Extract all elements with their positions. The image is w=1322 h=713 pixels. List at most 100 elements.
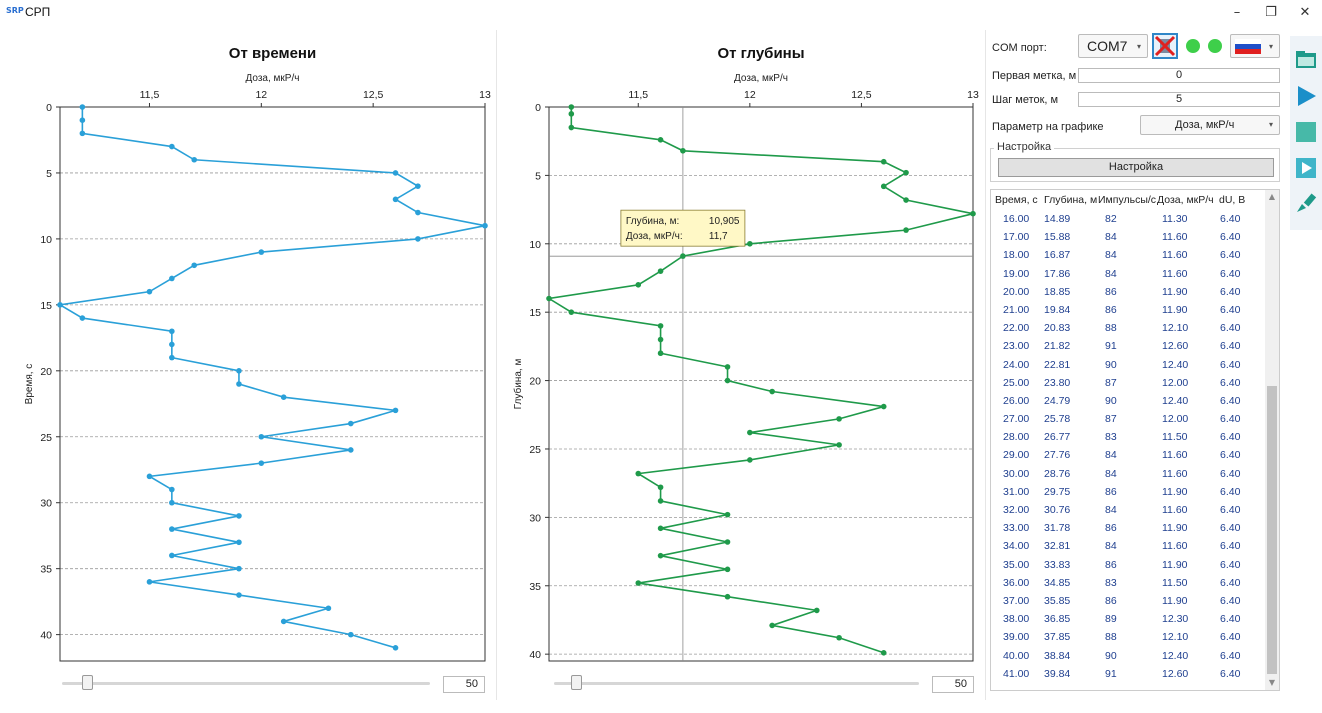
data-point[interactable] [57,302,63,308]
depth-slider-thumb[interactable] [571,675,582,690]
table-row[interactable]: 41.00 39.84 91 12.60 6.40 [991,665,1266,683]
data-point[interactable] [169,526,175,532]
config-button[interactable]: Настройка [998,158,1274,177]
data-point[interactable] [392,170,399,176]
data-point[interactable] [769,388,775,395]
data-point[interactable] [236,381,242,387]
close-button[interactable]: ✕ [1299,5,1311,20]
header-depth[interactable]: Глубина, м [1044,194,1098,206]
table-row[interactable]: 20.00 18.85 86 11.90 6.40 [991,283,1266,301]
data-point[interactable] [79,130,86,137]
data-point[interactable] [280,618,287,625]
data-point[interactable] [635,282,642,288]
table-row[interactable]: 33.00 31.78 86 11.90 6.40 [991,519,1266,537]
data-point[interactable] [415,236,421,242]
time-slider-thumb[interactable] [82,675,93,690]
depth-slider-track[interactable] [554,682,919,685]
data-point[interactable] [146,288,153,295]
data-point[interactable] [657,323,664,329]
table-row[interactable]: 27.00 25.78 87 12.00 6.40 [991,410,1266,428]
header-pulses[interactable]: Импульсы/с [1098,194,1157,206]
data-point[interactable] [657,137,664,143]
data-point[interactable] [813,607,820,614]
data-point[interactable] [169,499,175,506]
table-row[interactable]: 36.00 34.85 83 11.50 6.40 [991,574,1266,592]
data-point[interactable] [482,222,488,229]
data-point[interactable] [970,210,976,217]
table-row[interactable]: 30.00 28.76 84 11.60 6.40 [991,465,1266,483]
table-row[interactable]: 38.00 36.85 89 12.30 6.40 [991,610,1266,628]
data-point[interactable] [680,253,686,259]
data-point[interactable] [903,169,909,176]
table-row[interactable]: 23.00 21.82 91 12.60 6.40 [991,337,1266,355]
minimize-button[interactable]: – [1233,5,1241,20]
time-slider-track[interactable] [62,682,430,685]
data-point[interactable] [347,420,354,427]
data-point[interactable] [546,295,552,302]
com-port-select[interactable]: COM7 ▾ [1078,34,1148,58]
data-point[interactable] [236,592,242,598]
data-point[interactable] [724,566,731,573]
step-input[interactable]: 5 [1078,92,1280,107]
table-row[interactable]: 19.00 17.86 84 11.60 6.40 [991,265,1266,283]
data-point[interactable] [880,403,887,410]
data-point[interactable] [169,552,175,559]
data-point[interactable] [724,511,731,518]
header-time[interactable]: Время, с [995,194,1038,206]
depth-slider-value[interactable]: 50 [932,676,974,693]
data-point[interactable] [79,117,86,123]
data-point[interactable] [880,649,887,656]
data-point[interactable] [191,262,198,269]
table-row[interactable]: 34.00 32.81 84 11.60 6.40 [991,537,1266,555]
data-point[interactable] [236,513,242,519]
data-point[interactable] [657,498,664,504]
table-row[interactable]: 22.00 20.83 88 12.10 6.40 [991,319,1266,337]
data-point[interactable] [415,183,421,189]
first-mark-input[interactable]: 0 [1078,68,1280,83]
table-row[interactable]: 28.00 26.77 83 11.50 6.40 [991,428,1266,446]
folder-open-icon[interactable] [1294,48,1318,72]
table-row[interactable]: 40.00 38.84 90 12.40 6.40 [991,647,1266,665]
data-point[interactable] [635,470,642,477]
table-row[interactable]: 25.00 23.80 87 12.00 6.40 [991,374,1266,392]
data-point[interactable] [747,429,753,436]
data-point[interactable] [392,645,399,651]
data-point[interactable] [724,539,731,545]
scroll-down-icon[interactable]: ▼ [1268,678,1276,687]
data-point[interactable] [347,447,354,453]
time-slider-value[interactable]: 50 [443,676,485,693]
data-point[interactable] [392,407,399,414]
table-row[interactable]: 21.00 19.84 86 11.90 6.40 [991,301,1266,319]
data-point[interactable] [836,442,842,448]
data-point[interactable] [724,364,731,370]
data-point[interactable] [568,124,575,131]
data-point[interactable] [258,460,265,466]
data-point[interactable] [236,368,242,374]
data-point[interactable] [169,143,175,150]
data-point[interactable] [169,486,175,493]
data-point[interactable] [657,484,664,491]
data-point[interactable] [836,634,842,641]
data-point[interactable] [657,552,664,559]
table-row[interactable]: 26.00 24.79 90 12.40 6.40 [991,392,1266,410]
table-row[interactable]: 39.00 37.85 88 12.10 6.40 [991,628,1266,646]
data-point[interactable] [169,328,175,335]
data-point[interactable] [169,354,175,361]
data-point[interactable] [657,525,664,532]
play-icon[interactable] [1294,84,1318,108]
data-point[interactable] [568,111,575,117]
data-point[interactable] [169,275,175,282]
data-point[interactable] [146,473,153,480]
square-icon[interactable] [1294,120,1318,144]
data-point[interactable] [747,240,753,247]
data-point[interactable] [146,579,153,585]
table-row[interactable]: 29.00 27.76 84 11.60 6.40 [991,446,1266,464]
scroll-thumb[interactable] [1267,386,1277,674]
table-row[interactable]: 35.00 33.83 86 11.90 6.40 [991,556,1266,574]
export-icon[interactable] [1294,156,1318,180]
data-point[interactable] [347,631,354,638]
table-row[interactable]: 17.00 15.88 84 11.60 6.40 [991,228,1266,246]
table-row[interactable]: 37.00 35.85 86 11.90 6.40 [991,592,1266,610]
table-scrollbar[interactable]: ▲ ▼ [1265,190,1279,690]
data-point[interactable] [79,315,86,321]
